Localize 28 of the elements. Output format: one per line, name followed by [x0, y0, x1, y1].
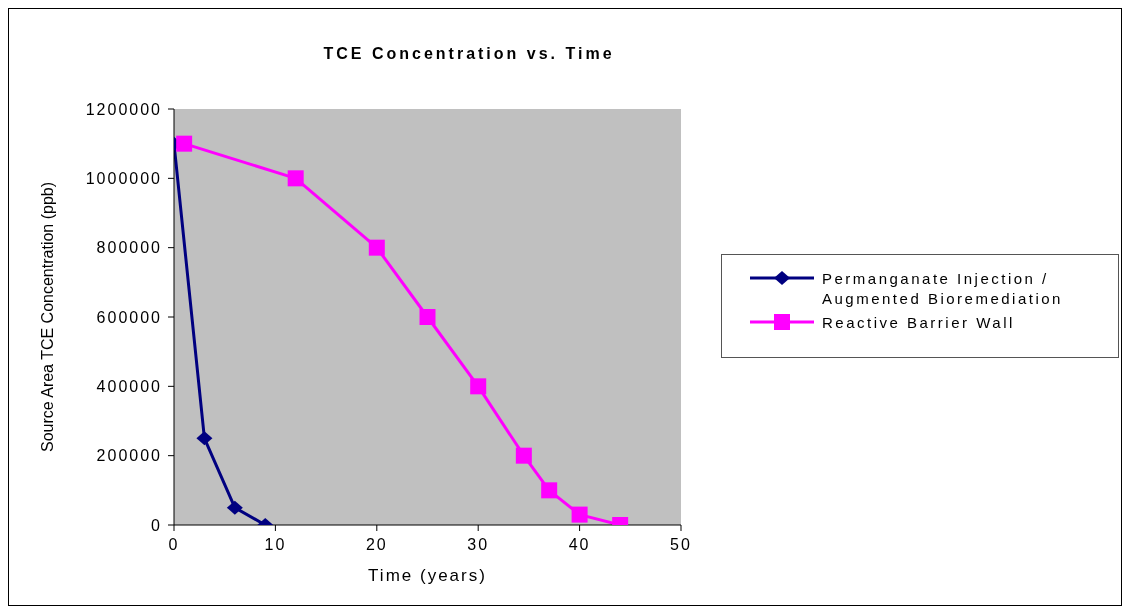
- point: [515, 447, 532, 464]
- y-tick-label: 1200000: [85, 100, 162, 118]
- point: [196, 431, 213, 446]
- x-tick-label: 10: [264, 536, 287, 554]
- point: [368, 239, 385, 256]
- y-tick-label: 0: [151, 516, 162, 534]
- y-tick-label: 400000: [96, 378, 162, 396]
- x-tick-label: 30: [467, 536, 490, 554]
- point: [226, 500, 243, 515]
- chart-title: TCE Concentration vs. Time: [322, 45, 616, 63]
- y-tick-label: 1000000: [85, 170, 162, 188]
- y-tick-label: 200000: [96, 447, 162, 465]
- y-tick-label: 600000: [96, 308, 162, 326]
- y-tick-label: 800000: [96, 239, 162, 257]
- point: [419, 309, 436, 325]
- point: [470, 378, 487, 395]
- legend-label: Permanganate Injection / Augmented Bioremediation: [822, 269, 1064, 309]
- y-axis-title: Source Area TCE Concentration (ppb): [38, 181, 56, 453]
- legend-label: Reactive Barrier Wall: [822, 313, 1015, 333]
- point: [541, 482, 558, 499]
- x-tick-label: 50: [670, 536, 692, 554]
- point: [287, 170, 304, 187]
- x-tick-label: 0: [168, 536, 180, 554]
- x-tick-label: 40: [568, 536, 591, 554]
- point: [571, 506, 588, 523]
- x-axis-title: Time (years): [368, 566, 487, 585]
- x-tick-label: 20: [365, 536, 388, 554]
- point: [176, 135, 193, 152]
